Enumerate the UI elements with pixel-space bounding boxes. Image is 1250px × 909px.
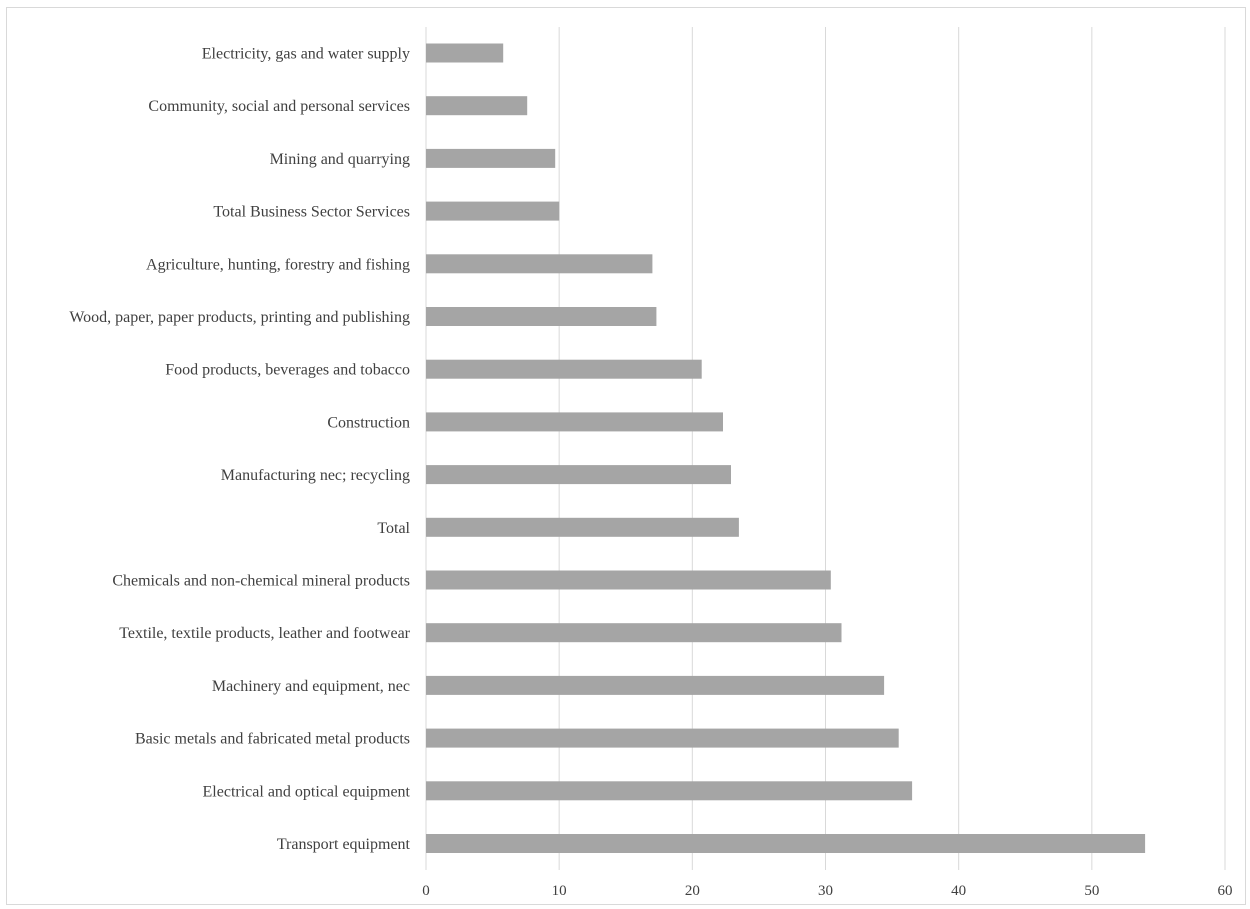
bar (426, 834, 1146, 853)
x-tick-label: 20 (685, 883, 700, 899)
category-label: Mining and quarrying (270, 151, 410, 168)
category-label: Total Business Sector Services (213, 204, 410, 221)
category-label: Electricity, gas and water supply (202, 46, 410, 63)
category-label: Textile, textile products, leather and f… (119, 625, 410, 642)
bar (426, 359, 702, 379)
x-tick-label: 40 (951, 883, 966, 899)
bar (426, 728, 899, 748)
category-label: Agriculture, hunting, forestry and fishi… (146, 256, 410, 273)
x-tick-label: 30 (818, 883, 833, 899)
category-label: Wood, paper, paper products, printing an… (69, 309, 410, 326)
category-label: Community, social and personal services (148, 98, 410, 115)
category-label: Food products, beverages and tobacco (165, 362, 410, 379)
category-label: Electrical and optical equipment (203, 783, 411, 800)
x-tick-label: 10 (552, 883, 567, 899)
category-label: Manufacturing nec; recycling (221, 467, 410, 484)
chart-frame (6, 7, 1246, 905)
bar (426, 96, 528, 116)
category-labels: Electricity, gas and water supply Communi… (69, 46, 410, 854)
x-tick-label: 50 (1084, 883, 1099, 899)
category-label: Transport equipment (277, 836, 411, 853)
category-label: Basic metals and fabricated metal produc… (135, 731, 410, 748)
bar (426, 412, 723, 432)
bar (426, 675, 885, 695)
bars (426, 43, 1146, 853)
bar (426, 201, 560, 221)
bar (426, 254, 653, 274)
category-label: Machinery and equipment, nec (212, 678, 410, 695)
bar (426, 623, 842, 643)
bar (426, 517, 739, 537)
category-label: Construction (327, 414, 410, 431)
x-tick-label: 0 (422, 883, 430, 899)
x-axis-tick-labels: 0 10 20 30 40 50 60 (422, 883, 1232, 899)
category-label: Total (377, 520, 410, 537)
bar (426, 465, 731, 485)
bar (426, 43, 504, 63)
bar (426, 570, 831, 590)
bar (426, 148, 556, 168)
x-tick-label: 60 (1218, 883, 1233, 899)
bar (426, 307, 657, 326)
bar (426, 781, 913, 801)
category-label: Chemicals and non-chemical mineral produ… (112, 573, 410, 590)
